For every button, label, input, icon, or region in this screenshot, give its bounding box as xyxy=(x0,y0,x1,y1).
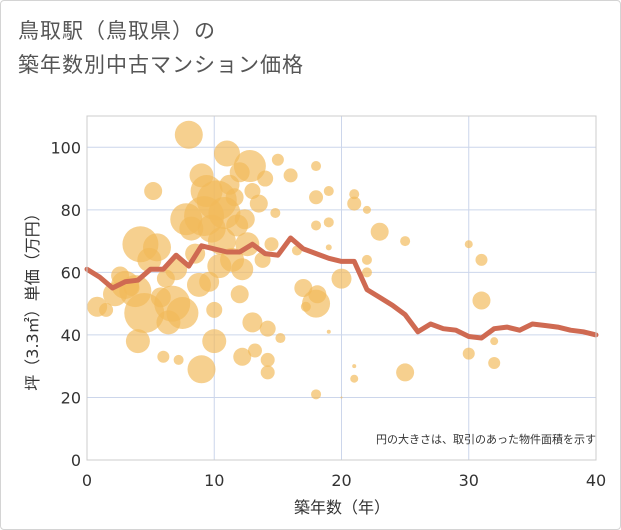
bubble-point xyxy=(331,268,352,289)
bubble-point xyxy=(233,150,266,183)
bubble-point xyxy=(490,337,499,346)
bubble-point xyxy=(230,285,249,304)
bubble-point xyxy=(202,329,227,354)
bubble-point xyxy=(311,161,322,172)
bubble-point xyxy=(462,347,475,360)
bubble-point xyxy=(260,365,275,380)
title-line-1: 鳥取駅（鳥取県）の xyxy=(18,19,216,43)
bubble-point xyxy=(400,236,411,247)
bubble-point xyxy=(488,357,501,370)
x-tick-label: 0 xyxy=(82,471,92,490)
bubble-point xyxy=(350,374,359,383)
bubble-point xyxy=(370,222,389,241)
bubble-point xyxy=(396,363,415,382)
y-tick-label: 100 xyxy=(50,138,81,157)
bubble-point xyxy=(260,352,275,367)
y-tick-label: 60 xyxy=(61,263,81,282)
y-tick-labels: 0 20 40 60 80 100 xyxy=(50,138,81,470)
y-axis-label: 坪（3.3㎡）単価（万円） xyxy=(23,205,42,390)
bubble-point xyxy=(264,237,279,252)
y-tick-label: 20 xyxy=(61,388,81,407)
bubble-point xyxy=(99,302,114,317)
bubble-point xyxy=(325,244,332,251)
x-axis-label: 築年数（年） xyxy=(294,498,390,517)
bubble-point xyxy=(275,333,286,344)
bubble-point xyxy=(323,217,334,228)
bubble-point xyxy=(340,396,343,399)
bubble-point xyxy=(311,220,322,231)
bubble-point xyxy=(249,194,268,213)
y-tick-label: 40 xyxy=(61,326,81,345)
bubble-point xyxy=(225,188,244,207)
x-tick-label: 30 xyxy=(459,471,479,490)
bubble-point xyxy=(166,297,199,330)
bubble-point xyxy=(157,350,170,363)
bubble-size-note: 円の大きさは、取引のあった物件面積を示す xyxy=(376,432,596,446)
bubble-point xyxy=(257,170,274,187)
bubble-point xyxy=(347,196,362,211)
x-tick-label: 40 xyxy=(586,471,606,490)
bubble-point xyxy=(233,347,252,366)
bubble-point xyxy=(187,355,216,384)
bubble-point xyxy=(309,190,324,205)
bubble-point xyxy=(270,207,281,218)
bubble-point xyxy=(349,189,360,200)
y-tick-label: 80 xyxy=(61,201,81,220)
bubble-point xyxy=(213,140,240,167)
chart-title: 鳥取駅（鳥取県）の築年数別中古マンション価格 xyxy=(18,14,304,82)
bubble-point xyxy=(231,258,254,281)
bubble-point xyxy=(174,120,203,149)
bubble-point xyxy=(352,364,357,369)
bubble-point xyxy=(144,182,163,201)
bubble-point xyxy=(361,267,372,278)
bubble-point xyxy=(323,186,334,197)
x-tick-label: 10 xyxy=(204,471,224,490)
x-tick-label: 20 xyxy=(331,471,351,490)
title-line-2: 築年数別中古マンション価格 xyxy=(18,53,304,77)
bubble-point xyxy=(125,329,150,354)
bubble-point xyxy=(259,320,276,337)
bubble-point xyxy=(464,240,473,249)
bubble-point xyxy=(234,209,255,230)
bubble-point xyxy=(311,389,322,400)
bubble-point xyxy=(173,354,184,365)
bubble-point xyxy=(361,254,372,265)
x-tick-labels: 0 10 20 30 40 xyxy=(82,471,606,490)
bubble-point xyxy=(475,253,488,266)
average-price-line xyxy=(84,235,599,341)
bubble-point xyxy=(206,301,223,318)
bubble-point xyxy=(308,285,327,304)
bubble-point xyxy=(362,205,371,214)
y-tick-label: 0 xyxy=(71,451,81,470)
bubble-point xyxy=(472,291,491,310)
plot-border xyxy=(86,115,597,461)
bubble-point xyxy=(247,343,262,358)
bubble-point xyxy=(326,329,331,334)
bubble-point xyxy=(142,233,171,262)
bubble-point xyxy=(242,312,263,333)
bubble-point xyxy=(283,168,298,183)
bubble-point xyxy=(271,153,284,166)
bubbles xyxy=(87,120,501,400)
